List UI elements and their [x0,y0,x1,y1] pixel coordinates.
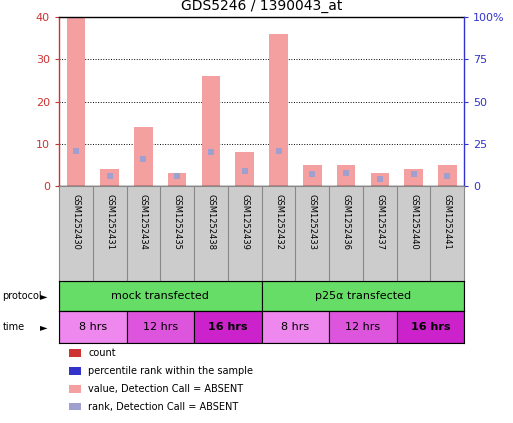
Bar [168,173,187,186]
Text: percentile rank within the sample: percentile rank within the sample [88,366,253,376]
Text: GSM1252441: GSM1252441 [443,194,452,250]
Bar [404,169,423,186]
Text: 12 hrs: 12 hrs [143,322,178,332]
Bar [262,311,329,343]
Text: GSM1252434: GSM1252434 [139,194,148,250]
Bar [127,311,194,343]
Bar [262,281,464,311]
Text: GSM1252435: GSM1252435 [173,194,182,250]
Bar [101,169,119,186]
Title: GDS5246 / 1390043_at: GDS5246 / 1390043_at [181,0,342,13]
Text: ►: ► [40,291,48,301]
Text: mock transfected: mock transfected [111,291,209,301]
Text: GSM1252437: GSM1252437 [376,194,384,250]
Text: value, Detection Call = ABSENT: value, Detection Call = ABSENT [88,384,243,394]
Text: GSM1252439: GSM1252439 [240,194,249,250]
Text: 16 hrs: 16 hrs [411,322,450,332]
Text: GSM1252430: GSM1252430 [71,194,81,250]
Bar [194,311,262,343]
Bar [370,173,389,186]
Text: GSM1252438: GSM1252438 [206,194,215,250]
Text: ►: ► [40,322,48,332]
Bar [67,17,85,186]
Text: 8 hrs: 8 hrs [281,322,309,332]
Bar [202,76,220,186]
Bar [59,281,262,311]
Text: 8 hrs: 8 hrs [78,322,107,332]
Bar [59,311,127,343]
Text: GSM1252432: GSM1252432 [274,194,283,250]
Text: p25α transfected: p25α transfected [315,291,411,301]
Bar [329,311,397,343]
Bar [134,127,153,186]
Text: GSM1252440: GSM1252440 [409,194,418,250]
Text: GSM1252431: GSM1252431 [105,194,114,250]
Bar [397,311,464,343]
Text: GSM1252436: GSM1252436 [342,194,350,250]
Bar [235,152,254,186]
Text: 12 hrs: 12 hrs [345,322,381,332]
Bar [337,165,356,186]
Bar [438,165,457,186]
Text: protocol: protocol [3,291,42,301]
Text: GSM1252433: GSM1252433 [308,194,317,250]
Bar [269,34,288,186]
Text: count: count [88,348,116,358]
Bar [303,165,322,186]
Text: rank, Detection Call = ABSENT: rank, Detection Call = ABSENT [88,401,239,412]
Text: 16 hrs: 16 hrs [208,322,248,332]
Text: time: time [3,322,25,332]
